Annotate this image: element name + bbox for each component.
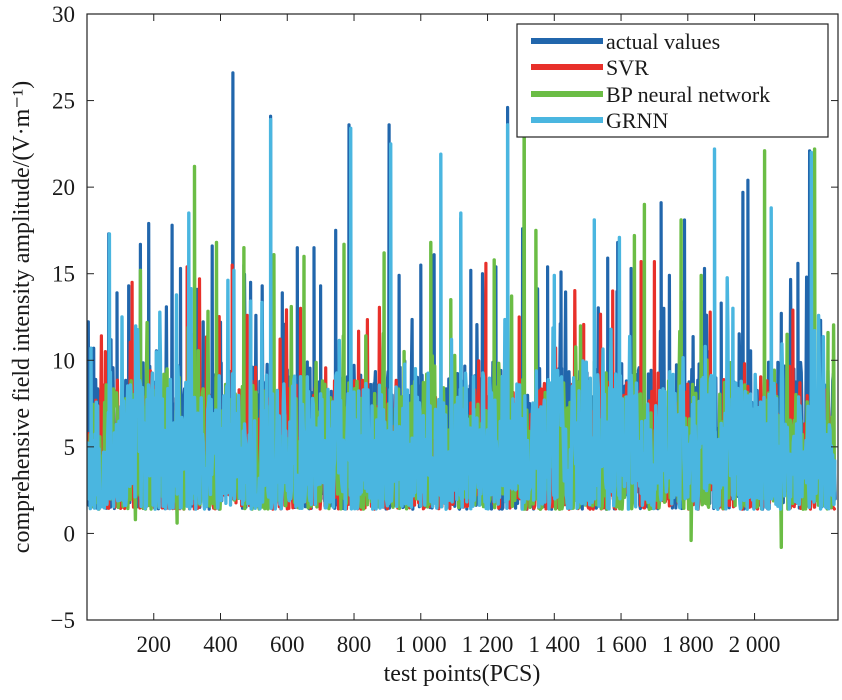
y-tick-label: 10 [52,348,75,373]
y-tick-label: 0 [64,521,76,546]
x-tick-label: 800 [337,632,372,657]
legend-label-grnn: GRNN [606,108,668,133]
x-tick-label: 1 400 [528,632,580,657]
y-tick-label: 5 [64,435,76,460]
plot-area-frame [86,13,839,621]
legend: actual values SVR BP neural network GRNN [516,23,829,138]
x-tick-label: 1 600 [595,632,647,657]
x-tick-label: 400 [203,632,238,657]
y-tick-label: 15 [52,262,75,287]
y-axis-ticks: −5 0 5 10 15 20 25 30 [51,2,838,633]
legend-label-bp-neural-network: BP neural network [606,82,770,107]
x-tick-label: 1 000 [395,632,447,657]
series-layer [87,53,837,549]
y-tick-label: 20 [52,175,75,200]
x-tick-label: 600 [270,632,305,657]
series-grnn-line [87,117,837,511]
y-tick-label: 25 [52,89,75,114]
legend-label-actual-values: actual values [606,29,720,54]
x-tick-label: 2 000 [729,632,781,657]
x-axis-ticks: 200 400 600 800 1 000 1 200 1 400 1 600 1 800 2 0… [137,14,781,657]
x-tick-label: 1 200 [462,632,514,657]
y-tick-label: 30 [52,2,75,27]
y-axis-title: comprehensive field intensity amplitude/… [9,81,35,553]
legend-label-svr: SVR [606,55,649,80]
x-tick-label: 200 [137,632,172,657]
x-axis-title: test points(PCS) [384,661,541,687]
y-tick-label: −5 [51,608,75,633]
x-tick-label: 1 800 [662,632,714,657]
